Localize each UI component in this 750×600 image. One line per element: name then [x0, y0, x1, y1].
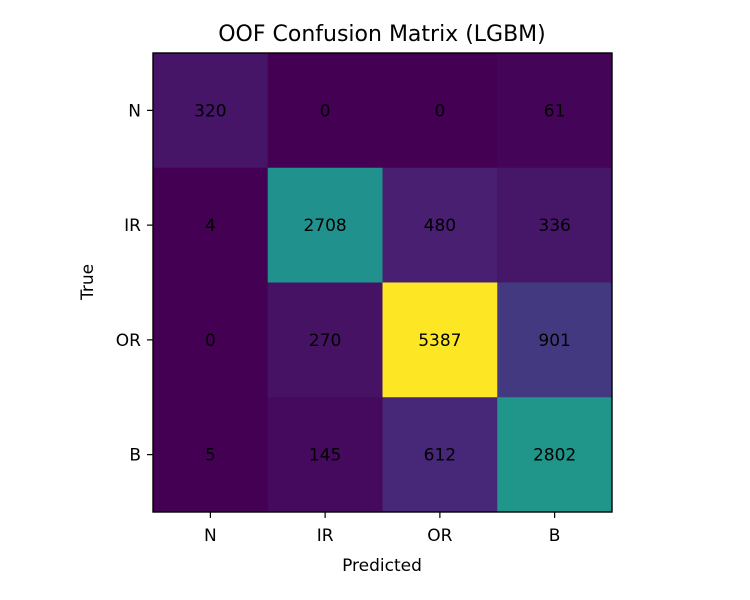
heatmap-cell: [153, 167, 269, 283]
cell-value-label: 0: [320, 101, 331, 121]
heatmap-cell: [267, 282, 383, 398]
heatmap-cell: [497, 282, 613, 398]
cell-value-label: 2802: [533, 446, 576, 466]
x-axis-label: Predicted: [342, 556, 422, 576]
heatmap-cells: [153, 53, 613, 513]
heatmap-cell: [267, 53, 383, 169]
cell-value-label: 4: [205, 216, 216, 236]
cell-value-label: 0: [205, 331, 216, 351]
y-axis-label: True: [78, 264, 98, 301]
cell-value-label: 480: [424, 216, 456, 236]
x-tick-label: IR: [317, 526, 334, 546]
y-tick-label: B: [129, 446, 141, 466]
x-axis-ticks: N IR OR B: [204, 512, 560, 546]
cell-value-label: 5387: [418, 331, 461, 351]
plot-frame: [152, 52, 613, 513]
x-tick-label: B: [549, 526, 561, 546]
heatmap-cell: [267, 167, 383, 283]
cell-value-label: 270: [309, 331, 341, 351]
x-tick-label: N: [204, 526, 217, 546]
chart-title: OOF Confusion Matrix (LGBM): [218, 22, 546, 47]
heatmap-cell: [497, 53, 613, 169]
y-tick-label: N: [128, 101, 141, 121]
cell-value-label: 320: [194, 101, 226, 121]
heatmap-cell: [153, 282, 269, 398]
cell-value-label: 2708: [303, 216, 346, 236]
cell-value-label: 336: [538, 216, 570, 236]
heatmap-cell: [267, 397, 383, 513]
x-tick-label: OR: [427, 526, 452, 546]
heatmap-cell: [382, 167, 498, 283]
heatmap-cell: [382, 53, 498, 169]
cell-value-label: 901: [538, 331, 570, 351]
heatmap-cell: [153, 397, 269, 513]
heatmap-cell: [382, 397, 498, 513]
heatmap-cell: [382, 282, 498, 398]
cell-value-label: 0: [434, 101, 445, 121]
y-tick-label: IR: [124, 216, 141, 236]
cell-value-label: 145: [309, 446, 341, 466]
cell-value-label: 5: [205, 446, 216, 466]
cell-value-label: 61: [544, 101, 566, 121]
heatmap-cell-labels: 320 0 0 61 4 2708 480 336 0 270 5387 901 5 145 612 2802: [194, 101, 576, 465]
cell-value-label: 612: [424, 446, 456, 466]
heatmap-cell: [497, 397, 613, 513]
heatmap-cell: [153, 53, 269, 169]
heatmap-cell: [497, 167, 613, 283]
y-tick-label: OR: [116, 331, 141, 351]
y-axis-ticks: N IR OR B: [116, 101, 153, 466]
